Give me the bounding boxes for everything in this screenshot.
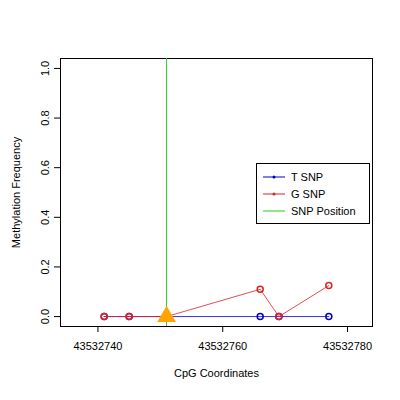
svg-text:1.0: 1.0 <box>39 61 51 76</box>
svg-text:0.4: 0.4 <box>39 210 51 225</box>
svg-text:43532780: 43532780 <box>323 340 372 352</box>
svg-text:CpG Coordinates: CpG Coordinates <box>174 367 259 379</box>
svg-text:0.6: 0.6 <box>39 160 51 175</box>
svg-text:0.0: 0.0 <box>39 309 51 324</box>
svg-text:0.2: 0.2 <box>39 259 51 274</box>
svg-text:0.8: 0.8 <box>39 110 51 125</box>
svg-text:43532760: 43532760 <box>198 340 247 352</box>
html-text:T SNP: T SNP <box>291 170 324 183</box>
html-text:SNP Position: SNP Position <box>291 204 356 217</box>
html-text:G SNP: G SNP <box>291 187 326 200</box>
svg-text:43532740: 43532740 <box>73 340 122 352</box>
svg-text:Methylation Frequency: Methylation Frequency <box>10 136 22 248</box>
